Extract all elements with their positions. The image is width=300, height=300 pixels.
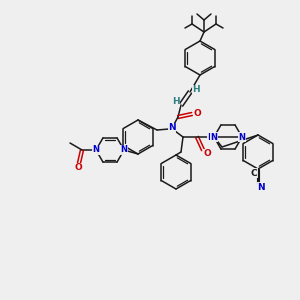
Text: N: N: [238, 133, 245, 142]
Text: O: O: [193, 110, 201, 118]
Text: O: O: [203, 149, 211, 158]
Text: N: N: [121, 146, 128, 154]
Text: N: N: [168, 124, 176, 133]
Text: C: C: [251, 169, 257, 178]
Text: N: N: [211, 133, 218, 142]
Text: O: O: [74, 164, 82, 172]
Text: H: H: [172, 98, 180, 106]
Text: N: N: [92, 146, 100, 154]
Text: N: N: [207, 133, 215, 142]
Text: N: N: [257, 182, 265, 191]
Text: H: H: [192, 85, 200, 94]
